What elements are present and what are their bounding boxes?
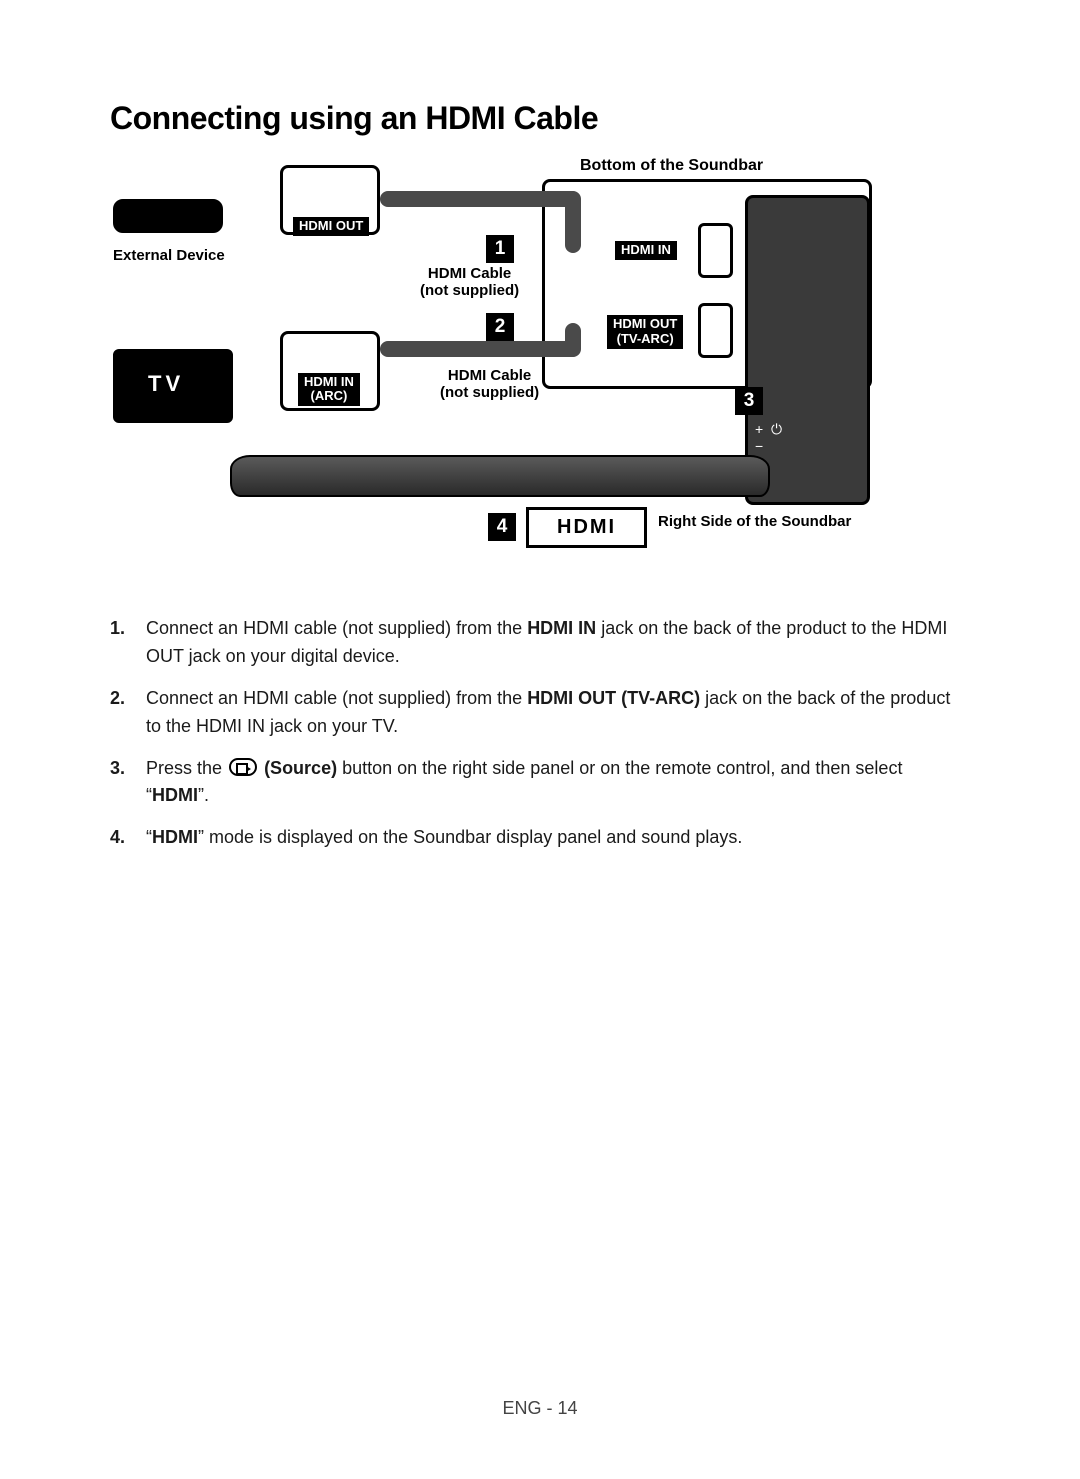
cable1-line1: HDMI Cable bbox=[428, 265, 511, 282]
cable2-line1: HDMI Cable bbox=[448, 367, 531, 384]
callout-2: 2 bbox=[486, 313, 514, 341]
soundbar-bottom-label: Bottom of the Soundbar bbox=[580, 157, 763, 175]
callout-1: 1 bbox=[486, 235, 514, 263]
step-3: Press the (Source) button on the right s… bbox=[110, 755, 970, 811]
step-4: “HDMI” mode is displayed on the Soundbar… bbox=[110, 824, 970, 852]
instruction-list: Connect an HDMI cable (not supplied) fro… bbox=[110, 615, 970, 852]
hdmi-out-tvarc-line2: (TV-ARC) bbox=[617, 331, 674, 346]
callout-4: 4 bbox=[488, 513, 516, 541]
step3-hdmi-bold: HDMI bbox=[152, 785, 198, 805]
hdmi-out-label: HDMI OUT bbox=[293, 217, 369, 236]
connection-diagram: Bottom of the Soundbar HDMI IN HDMI OUT … bbox=[110, 165, 970, 585]
hdmi-in-port bbox=[698, 223, 733, 278]
step1-text-a: Connect an HDMI cable (not supplied) fro… bbox=[146, 618, 527, 638]
hdmi-mode-box: HDMI bbox=[526, 507, 647, 548]
page-number: ENG - 14 bbox=[0, 1398, 1080, 1419]
source-icon bbox=[229, 758, 257, 776]
step-1: Connect an HDMI cable (not supplied) fro… bbox=[110, 615, 970, 671]
cable1 bbox=[380, 191, 580, 207]
step3-text-e: ”. bbox=[198, 785, 209, 805]
tv-label: TV bbox=[148, 371, 184, 397]
step1-bold: HDMI IN bbox=[527, 618, 596, 638]
hdmi-out-tvarc-line1: HDMI OUT bbox=[613, 316, 677, 331]
side-panel-buttons: + ⏻− bbox=[755, 421, 782, 455]
hdmi-in-arc-line2: (ARC) bbox=[311, 388, 348, 403]
step-2: Connect an HDMI cable (not supplied) fro… bbox=[110, 685, 970, 741]
step3-text-c: button on the right side panel or on the… bbox=[146, 758, 902, 806]
cable2-label: HDMI Cable (not supplied) bbox=[440, 367, 539, 401]
cable2-bend bbox=[565, 323, 581, 357]
step4-bold: HDMI bbox=[152, 827, 198, 847]
step3-text-a: Press the bbox=[146, 758, 227, 778]
cable1-label: HDMI Cable (not supplied) bbox=[420, 265, 519, 299]
cable2 bbox=[380, 341, 580, 357]
step2-bold: HDMI OUT (TV-ARC) bbox=[527, 688, 700, 708]
hdmi-in-arc-label: HDMI IN (ARC) bbox=[298, 373, 360, 406]
section-title: Connecting using an HDMI Cable bbox=[110, 100, 970, 137]
external-device-label: External Device bbox=[113, 247, 225, 264]
hdmi-in-arc-line1: HDMI IN bbox=[304, 374, 354, 389]
hdmi-out-tvarc-port-label: HDMI OUT (TV-ARC) bbox=[607, 315, 683, 349]
cable2-line2: (not supplied) bbox=[440, 384, 539, 401]
step3-source-bold: (Source) bbox=[264, 758, 337, 778]
soundbar-device bbox=[230, 455, 770, 497]
hdmi-out-port bbox=[698, 303, 733, 358]
step2-text-a: Connect an HDMI cable (not supplied) fro… bbox=[146, 688, 527, 708]
callout-3: 3 bbox=[735, 387, 763, 415]
right-side-label: Right Side of the Soundbar bbox=[658, 513, 851, 530]
external-device bbox=[113, 199, 223, 233]
step4-text-c: ” mode is displayed on the Soundbar disp… bbox=[198, 827, 742, 847]
cable1-line2: (not supplied) bbox=[420, 282, 519, 299]
hdmi-in-port-label: HDMI IN bbox=[615, 241, 677, 260]
cable1-bend bbox=[565, 191, 581, 253]
